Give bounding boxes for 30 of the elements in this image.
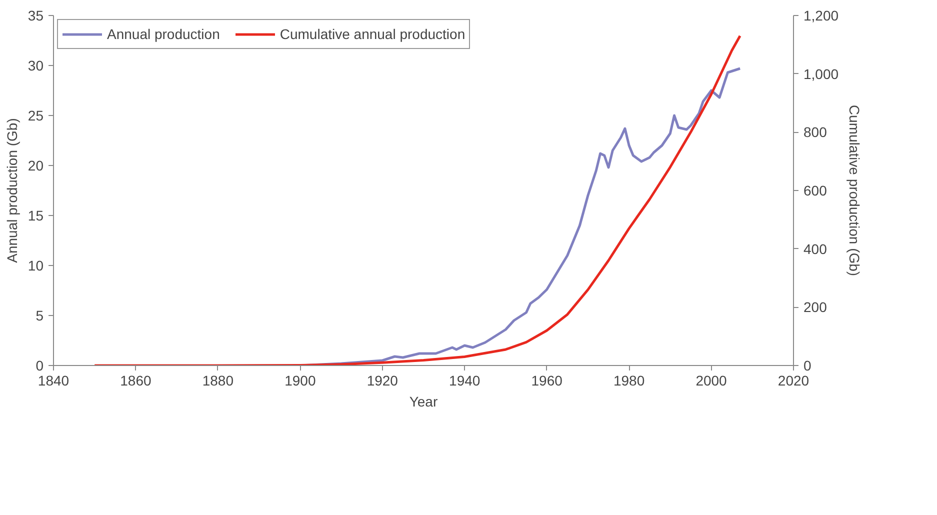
y-axis-title: Annual production (Gb) bbox=[4, 118, 20, 263]
y-tick-label: 25 bbox=[28, 108, 44, 124]
x-tick-label: 1880 bbox=[202, 372, 234, 388]
x-axis-title: Year bbox=[409, 394, 438, 410]
y2-tick-label: 400 bbox=[804, 240, 828, 257]
y-tick-label: 10 bbox=[28, 258, 44, 274]
y-tick-label: 5 bbox=[36, 308, 44, 324]
y2-tick-label: 1,000 bbox=[804, 66, 839, 82]
legend-label: Annual production bbox=[107, 26, 220, 42]
x-tick-label: 1900 bbox=[284, 372, 316, 388]
legend-label: Cumulative annual production bbox=[280, 26, 466, 42]
y2-axis-title: Cumulative production (Gb) bbox=[846, 104, 863, 276]
y-tick-label: 0 bbox=[36, 358, 44, 374]
x-tick-label: 1920 bbox=[366, 372, 398, 388]
y2-tick-label: 200 bbox=[804, 299, 828, 316]
y-tick-label: 35 bbox=[28, 8, 44, 24]
x-tick-label: 1940 bbox=[449, 372, 480, 388]
x-tick-label: 2020 bbox=[778, 372, 810, 388]
y-tick-label: 15 bbox=[28, 208, 44, 224]
y2-tick-label: 800 bbox=[804, 124, 828, 140]
y-tick-label: 30 bbox=[28, 58, 44, 74]
y-tick-label: 20 bbox=[28, 158, 44, 174]
x-tick-label: 2000 bbox=[696, 372, 728, 388]
x-tick-label: 1980 bbox=[613, 372, 645, 388]
y2-tick-label: 1,200 bbox=[804, 8, 839, 24]
y2-tick-label: 600 bbox=[804, 182, 828, 198]
x-tick-label: 1860 bbox=[120, 372, 152, 388]
x-tick-label: 1840 bbox=[38, 372, 70, 388]
x-tick-label: 1960 bbox=[531, 372, 563, 388]
y2-tick-label: 0 bbox=[804, 358, 812, 374]
